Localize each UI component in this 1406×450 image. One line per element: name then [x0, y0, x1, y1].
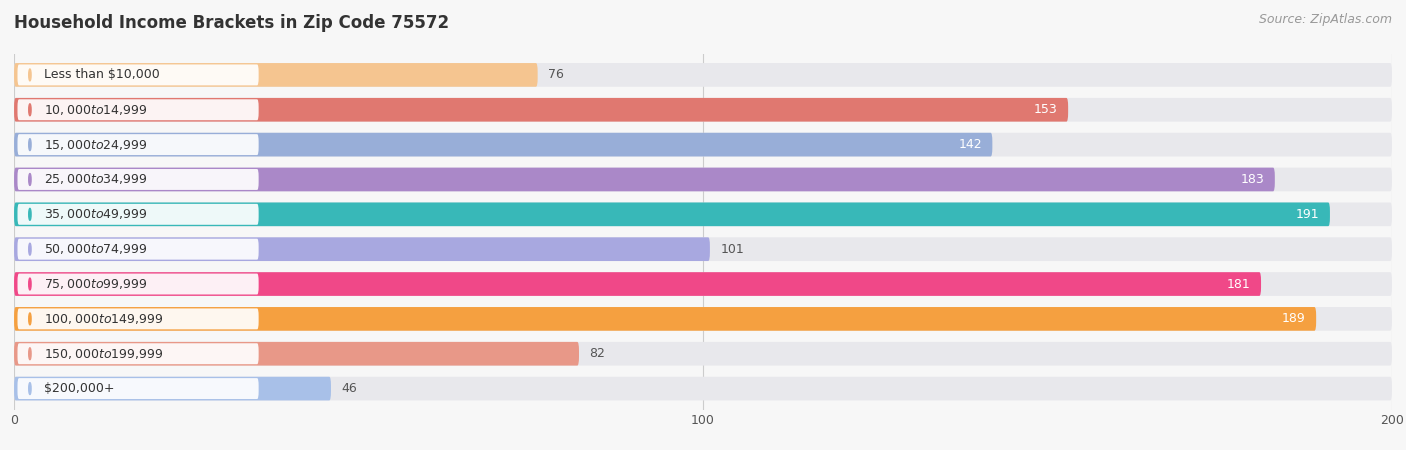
Circle shape: [28, 139, 31, 151]
Circle shape: [28, 278, 31, 290]
FancyBboxPatch shape: [14, 307, 1392, 331]
FancyBboxPatch shape: [14, 167, 1275, 191]
Circle shape: [28, 382, 31, 395]
Text: 189: 189: [1282, 312, 1306, 325]
FancyBboxPatch shape: [17, 64, 259, 86]
FancyBboxPatch shape: [14, 237, 710, 261]
Text: 82: 82: [589, 347, 605, 360]
Circle shape: [28, 243, 31, 255]
FancyBboxPatch shape: [14, 307, 1316, 331]
FancyBboxPatch shape: [17, 308, 259, 329]
Text: Less than $10,000: Less than $10,000: [44, 68, 159, 81]
FancyBboxPatch shape: [14, 167, 1392, 191]
Text: $10,000 to $14,999: $10,000 to $14,999: [44, 103, 148, 117]
FancyBboxPatch shape: [14, 202, 1330, 226]
Text: $50,000 to $74,999: $50,000 to $74,999: [44, 242, 148, 256]
FancyBboxPatch shape: [14, 133, 1392, 157]
Text: $150,000 to $199,999: $150,000 to $199,999: [44, 347, 163, 361]
Text: 153: 153: [1033, 103, 1057, 116]
FancyBboxPatch shape: [14, 272, 1261, 296]
FancyBboxPatch shape: [14, 237, 1392, 261]
Circle shape: [28, 208, 31, 220]
Text: $75,000 to $99,999: $75,000 to $99,999: [44, 277, 148, 291]
FancyBboxPatch shape: [14, 98, 1392, 122]
Circle shape: [28, 69, 31, 81]
FancyBboxPatch shape: [14, 377, 1392, 400]
Text: 142: 142: [959, 138, 981, 151]
Circle shape: [28, 174, 31, 185]
FancyBboxPatch shape: [14, 342, 579, 365]
Text: 191: 191: [1296, 208, 1320, 221]
Circle shape: [28, 313, 31, 325]
Circle shape: [28, 104, 31, 116]
FancyBboxPatch shape: [14, 342, 1392, 365]
FancyBboxPatch shape: [14, 272, 1392, 296]
Text: 101: 101: [720, 243, 744, 256]
FancyBboxPatch shape: [17, 169, 259, 190]
FancyBboxPatch shape: [14, 98, 1069, 122]
Text: Source: ZipAtlas.com: Source: ZipAtlas.com: [1258, 14, 1392, 27]
FancyBboxPatch shape: [14, 202, 1392, 226]
Text: 46: 46: [342, 382, 357, 395]
FancyBboxPatch shape: [17, 134, 259, 155]
Text: $35,000 to $49,999: $35,000 to $49,999: [44, 207, 148, 221]
FancyBboxPatch shape: [17, 274, 259, 294]
FancyBboxPatch shape: [17, 204, 259, 225]
FancyBboxPatch shape: [17, 378, 259, 399]
FancyBboxPatch shape: [17, 238, 259, 260]
Text: $200,000+: $200,000+: [44, 382, 114, 395]
FancyBboxPatch shape: [17, 343, 259, 364]
FancyBboxPatch shape: [14, 63, 1392, 87]
Text: $25,000 to $34,999: $25,000 to $34,999: [44, 172, 148, 186]
Text: 181: 181: [1227, 278, 1251, 291]
FancyBboxPatch shape: [14, 133, 993, 157]
Text: 76: 76: [548, 68, 564, 81]
Text: $15,000 to $24,999: $15,000 to $24,999: [44, 138, 148, 152]
Text: $100,000 to $149,999: $100,000 to $149,999: [44, 312, 163, 326]
Text: 183: 183: [1240, 173, 1264, 186]
FancyBboxPatch shape: [17, 99, 259, 120]
Text: Household Income Brackets in Zip Code 75572: Household Income Brackets in Zip Code 75…: [14, 14, 449, 32]
Circle shape: [28, 348, 31, 360]
FancyBboxPatch shape: [14, 63, 537, 87]
FancyBboxPatch shape: [14, 377, 330, 400]
